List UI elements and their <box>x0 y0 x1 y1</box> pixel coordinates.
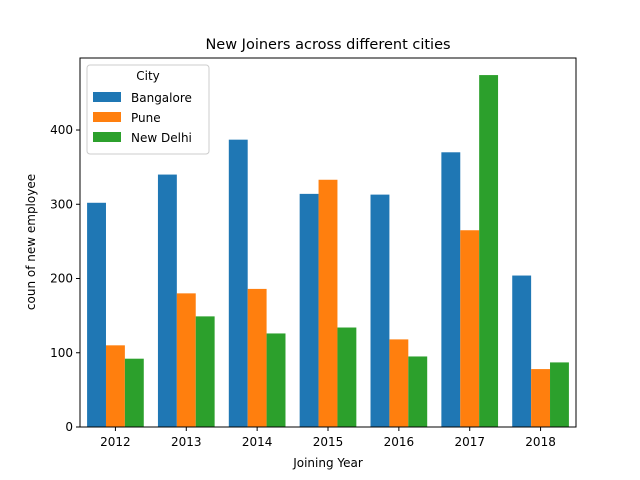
bar-new-delhi-2014 <box>266 333 286 427</box>
x-axis: 2012 2013 2014 2015 2016 2017 2018 <box>100 427 556 449</box>
bar-pune-2013 <box>176 293 196 427</box>
x-tick-label: 2012 <box>100 435 131 449</box>
bar-new-delhi-2018 <box>550 362 569 427</box>
y-tick-label: 0 <box>65 420 73 434</box>
x-axis-label: Joining Year <box>292 456 363 470</box>
bar-pune-2014 <box>247 288 267 427</box>
bar-pune-2016 <box>389 339 409 427</box>
bar-bangalore-2016 <box>370 194 390 427</box>
bar-bangalore-2014 <box>228 139 248 427</box>
legend-frame <box>86 64 210 155</box>
bar-new-delhi-2015 <box>337 327 357 427</box>
bar-bangalore-2013 <box>157 174 177 427</box>
legend-label: Bangalore <box>131 91 192 105</box>
x-tick-label: 2017 <box>454 435 485 449</box>
bar-new-delhi-2017 <box>479 75 499 427</box>
bar-pune-2015 <box>318 179 338 427</box>
y-axis-label: coun of new employee <box>24 174 38 310</box>
y-tick-label: 300 <box>50 197 73 211</box>
legend-swatch <box>93 92 121 102</box>
legend-swatch <box>93 112 121 122</box>
y-tick-label: 100 <box>50 346 73 360</box>
y-tick-label: 200 <box>50 272 73 286</box>
legend-label: New Delhi <box>131 131 192 145</box>
x-tick-label: 2014 <box>242 435 273 449</box>
bar-new-delhi-2013 <box>195 316 215 427</box>
plot-frame <box>79 57 577 428</box>
chart-title: New Joiners across different cities <box>205 37 450 53</box>
legend-label: Pune <box>131 111 161 125</box>
x-tick-label: 2013 <box>171 435 202 449</box>
y-axis: 0 100 200 300 400 <box>50 123 80 434</box>
legend-title: City <box>136 69 160 83</box>
legend-swatch <box>93 132 121 142</box>
bar-bangalore-2012 <box>87 202 106 427</box>
bar-new-delhi-2012 <box>124 358 144 427</box>
bar-bangalore-2015 <box>299 193 319 427</box>
bar-pune-2012 <box>105 345 125 427</box>
bar-pune-2018 <box>531 369 551 427</box>
bar-new-delhi-2016 <box>408 356 428 427</box>
y-tick-label: 400 <box>50 123 73 137</box>
legend: City Bangalore Pune New Delhi <box>86 64 210 155</box>
bar-bangalore-2017 <box>441 152 461 427</box>
bar-pune-2017 <box>460 230 480 427</box>
x-tick-label: 2016 <box>384 435 415 449</box>
x-tick-label: 2018 <box>525 435 556 449</box>
x-tick-label: 2015 <box>313 435 344 449</box>
bars <box>87 75 569 427</box>
bar-bangalore-2018 <box>512 275 532 427</box>
